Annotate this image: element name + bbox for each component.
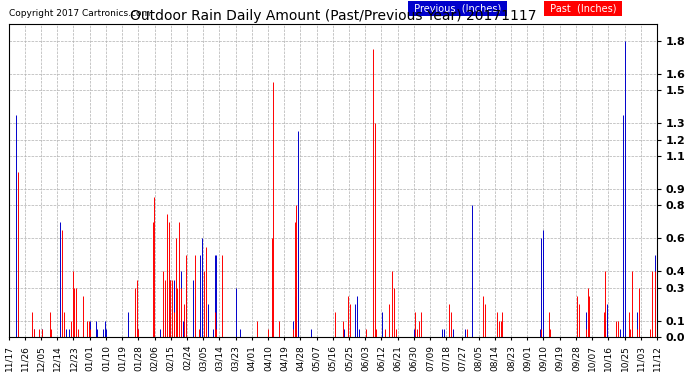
Text: Copyright 2017 Cartronics.com: Copyright 2017 Cartronics.com [9, 9, 150, 18]
Text: Past  (Inches): Past (Inches) [546, 3, 620, 13]
Title: Outdoor Rain Daily Amount (Past/Previous Year) 20171117: Outdoor Rain Daily Amount (Past/Previous… [130, 9, 536, 23]
Text: Previous  (Inches): Previous (Inches) [411, 3, 504, 13]
